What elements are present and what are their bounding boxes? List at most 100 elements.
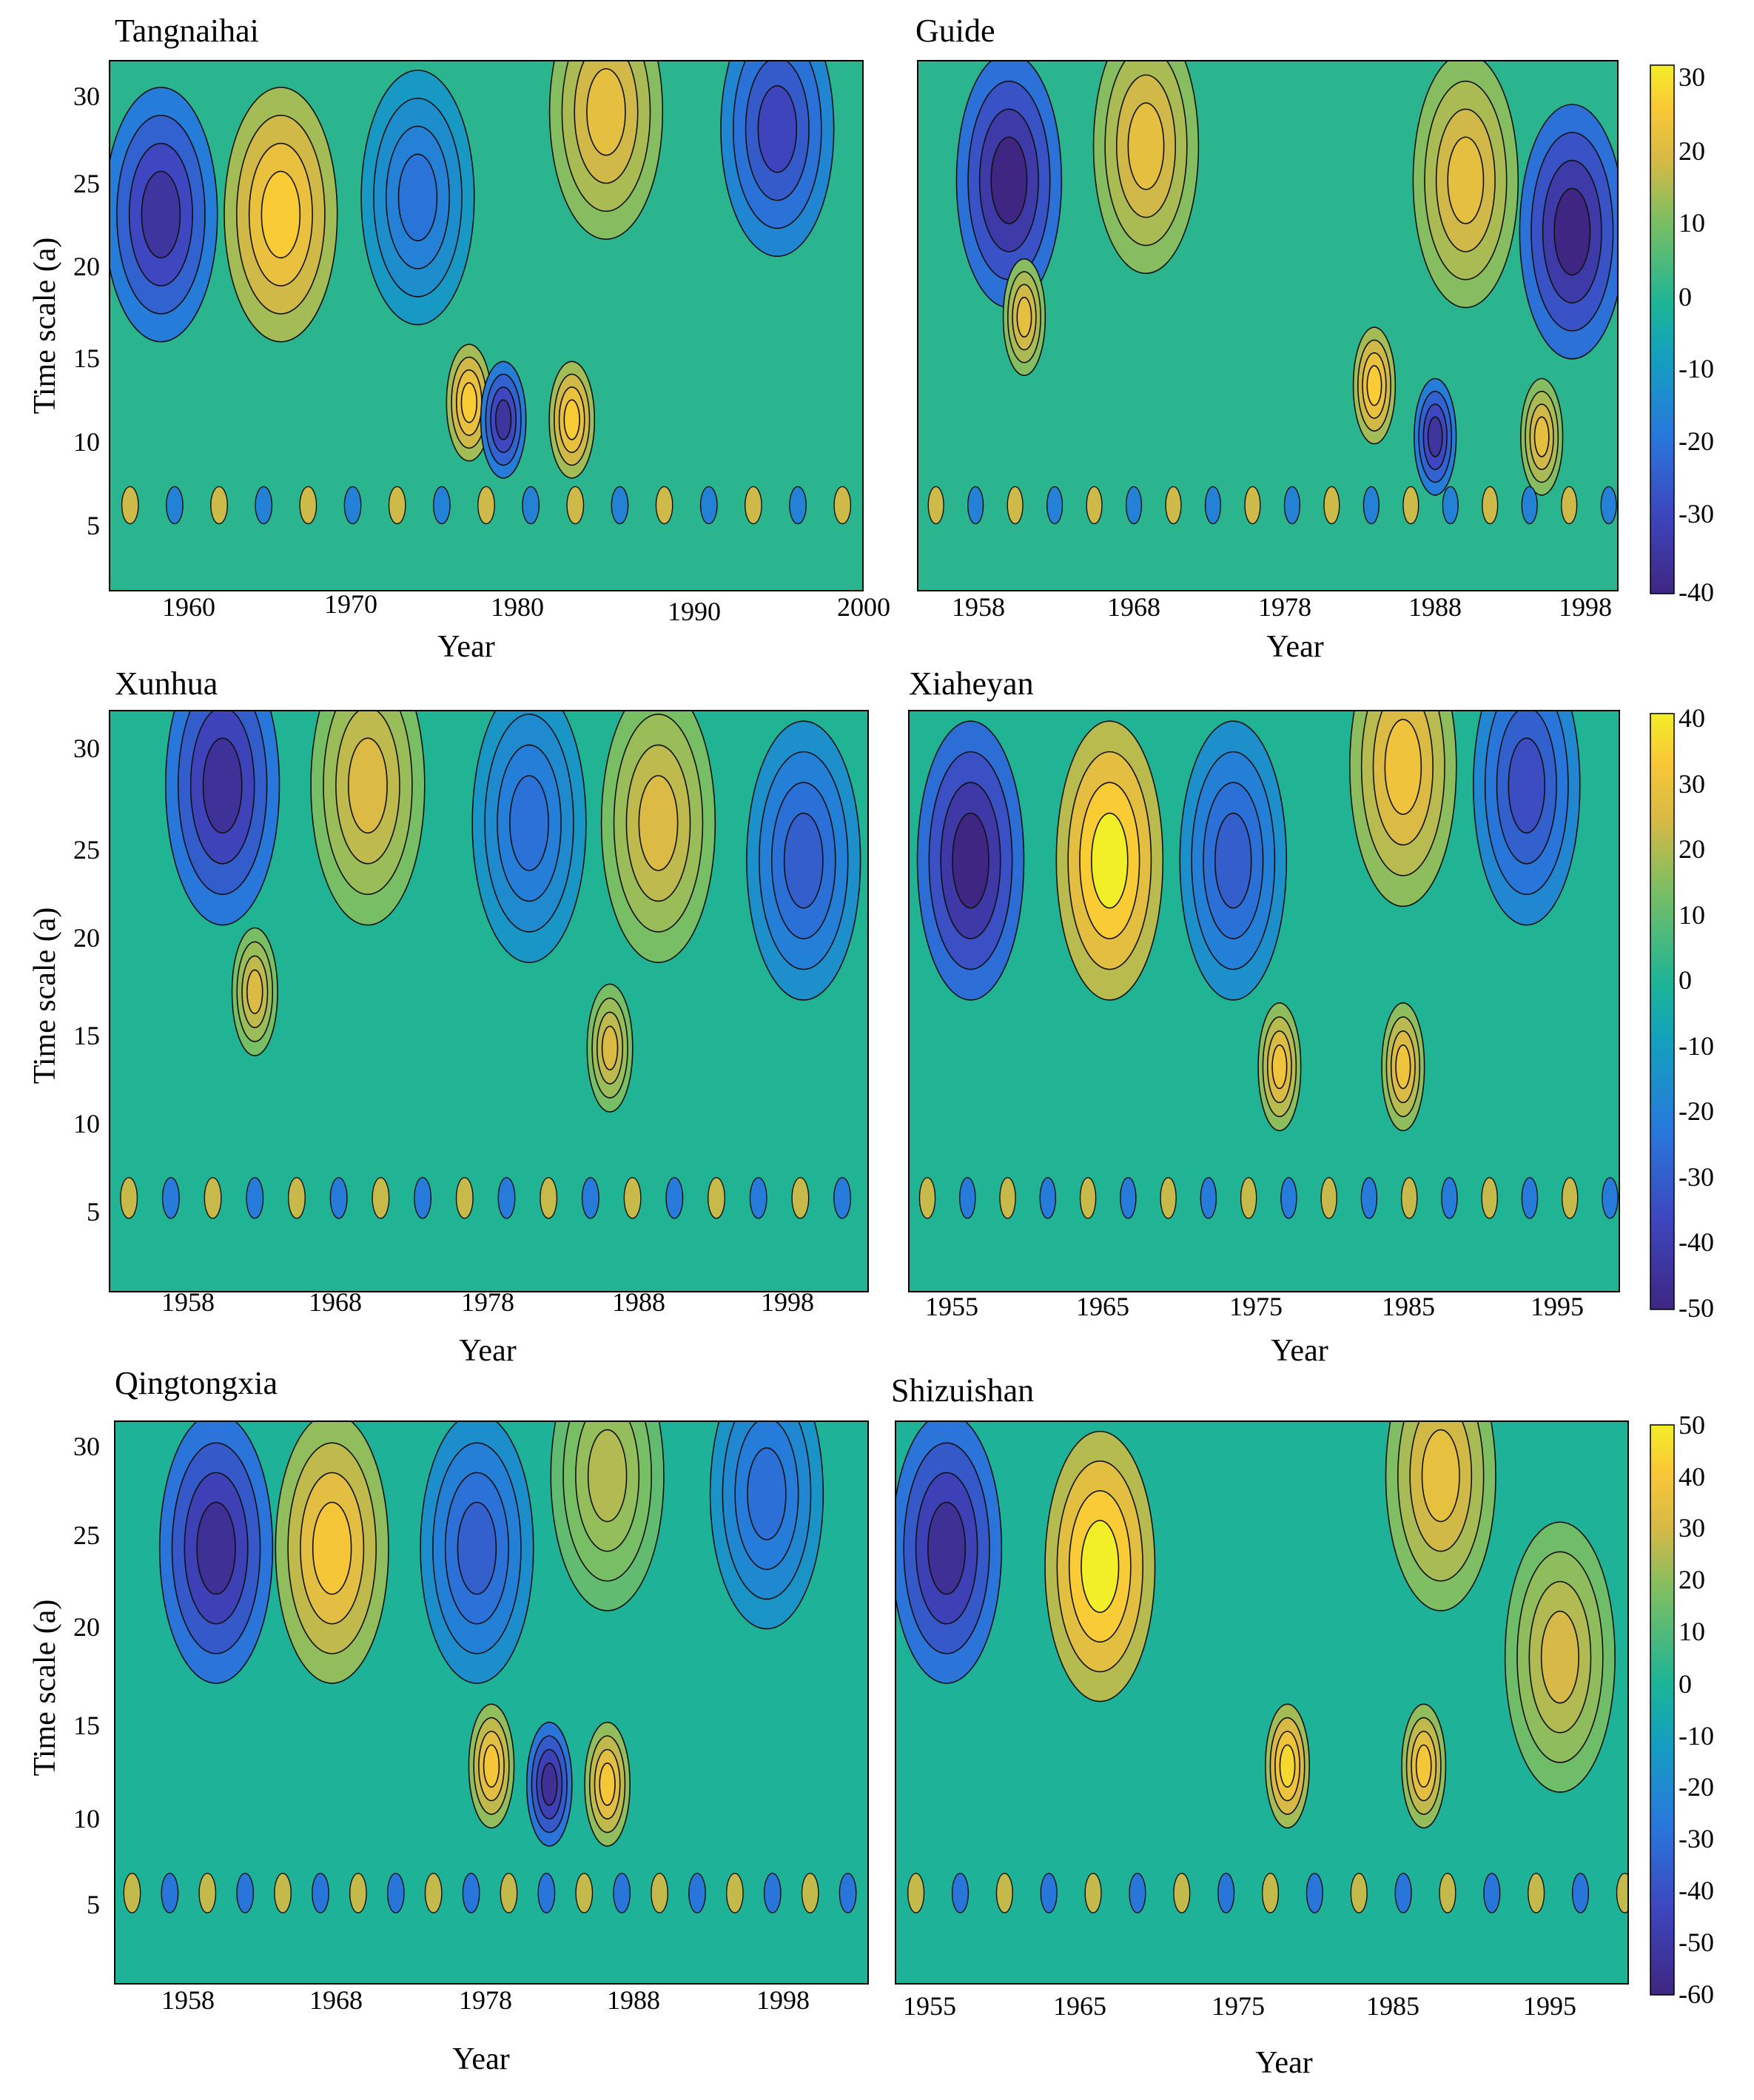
contour-feature bbox=[1415, 1744, 1432, 1788]
contour-feature bbox=[1125, 486, 1143, 525]
contour-feature bbox=[246, 1177, 264, 1219]
contour-feature bbox=[665, 1177, 684, 1219]
contour-feature bbox=[1384, 719, 1422, 815]
contour-feature bbox=[347, 737, 388, 834]
x-tick: 1995 bbox=[1523, 1991, 1576, 2021]
contour-feature bbox=[460, 382, 478, 423]
contour-feature bbox=[611, 486, 629, 525]
colorbar-tick: 20 bbox=[1679, 136, 1705, 166]
contour-feature bbox=[477, 486, 495, 525]
x-tick: 1978 bbox=[459, 1985, 512, 2015]
x-tick: 1975 bbox=[1212, 1991, 1265, 2021]
contour-feature bbox=[1508, 737, 1546, 834]
colorbar-top bbox=[1650, 64, 1675, 594]
panel-tangnaihai-plot bbox=[109, 60, 864, 591]
contour-feature bbox=[655, 486, 673, 525]
panel-qingtongxia-plot bbox=[114, 1420, 869, 1985]
contour-feature bbox=[1079, 1177, 1097, 1219]
colorbar-tick: 40 bbox=[1679, 1462, 1705, 1492]
y-tick: 5 bbox=[87, 1890, 100, 1919]
contour-feature bbox=[1204, 486, 1222, 525]
contour-feature bbox=[166, 486, 184, 525]
colorbar-top-ticks: 30 20 10 0 -10 -20 -30 -40 bbox=[1679, 62, 1714, 607]
contour-feature bbox=[581, 1177, 599, 1219]
x-ticks-guide: 1958 1968 1978 1988 1998 bbox=[952, 592, 1612, 622]
colorbar-tick: -10 bbox=[1679, 1721, 1714, 1751]
colorbar-tick: 30 bbox=[1679, 1513, 1705, 1543]
contour-feature bbox=[455, 1177, 474, 1219]
x-tick: 1958 bbox=[161, 1985, 215, 2015]
contour-feature bbox=[388, 486, 406, 525]
x-tick: 1988 bbox=[612, 1287, 665, 1317]
contour-feature bbox=[236, 1873, 255, 1913]
contour-feature bbox=[1421, 1429, 1460, 1523]
contour-feature bbox=[386, 1873, 405, 1913]
contour-feature bbox=[288, 1177, 306, 1219]
y-axis-label-qingtongxia: Time scale (a) bbox=[28, 1600, 62, 1777]
contour-feature bbox=[1616, 1873, 1628, 1913]
contour-feature bbox=[141, 170, 181, 259]
contour-feature bbox=[783, 812, 824, 909]
colorbar-middle-ticks: 40 30 20 10 0 -10 -20 -30 -40 -50 bbox=[1679, 703, 1714, 1323]
contour-feature bbox=[1244, 486, 1261, 525]
contour-feature bbox=[1271, 1044, 1288, 1090]
contour-feature bbox=[1447, 136, 1485, 224]
y-tick: 25 bbox=[73, 169, 100, 198]
colorbar-tick: 0 bbox=[1679, 965, 1692, 995]
colorbar-middle bbox=[1650, 713, 1675, 1310]
y-tick: 20 bbox=[73, 252, 100, 281]
x-tick: 1965 bbox=[1053, 1991, 1106, 2021]
colorbar-scale bbox=[1650, 713, 1675, 1310]
contour-feature bbox=[509, 775, 549, 871]
contour-feature bbox=[424, 1873, 443, 1913]
x-tick: 1995 bbox=[1530, 1292, 1584, 1321]
contour-feature bbox=[651, 1873, 668, 1913]
contour-feature bbox=[497, 1177, 516, 1219]
contour-feature bbox=[372, 1177, 390, 1219]
contour-feature bbox=[1521, 1177, 1539, 1219]
contour-feature bbox=[1086, 486, 1103, 525]
x-tick: 1980 bbox=[491, 592, 544, 622]
panel-title-xiaheyan: Xiaheyan bbox=[909, 665, 1034, 702]
x-ticks-xiaheyan: 1955 1965 1975 1985 1995 bbox=[925, 1292, 1584, 1321]
colorbar-tick: -40 bbox=[1679, 1876, 1714, 1905]
contour-feature bbox=[1402, 486, 1419, 525]
panel-guide-plot bbox=[917, 60, 1619, 591]
y-ticks-xunhua: 5 10 15 20 25 30 bbox=[73, 734, 100, 1227]
contour-feature bbox=[833, 486, 852, 525]
contour-feature bbox=[1521, 486, 1538, 525]
contour-feature bbox=[623, 1177, 642, 1219]
contour-feature bbox=[121, 486, 139, 525]
x-tick: 2000 bbox=[837, 592, 890, 622]
contour-feature bbox=[1600, 486, 1617, 525]
contour-feature bbox=[462, 1873, 480, 1913]
y-tick: 5 bbox=[87, 511, 100, 540]
contour-feature bbox=[432, 486, 451, 525]
x-tick: 1970 bbox=[324, 589, 377, 619]
x-axis-label-qingtongxia: Year bbox=[452, 2042, 509, 2076]
contour-feature bbox=[1360, 1177, 1378, 1219]
x-tick: 1990 bbox=[668, 597, 721, 626]
contour-feature bbox=[1441, 1177, 1458, 1219]
y-tick: 15 bbox=[73, 1711, 100, 1740]
contour-feature bbox=[329, 1177, 348, 1219]
plot-frame bbox=[908, 710, 1620, 1292]
contour-feature bbox=[1280, 1177, 1297, 1219]
y-tick: 20 bbox=[73, 1612, 100, 1642]
contour-feature bbox=[343, 486, 362, 525]
contour-feature bbox=[1323, 486, 1340, 525]
x-axis-label-shizuishan: Year bbox=[1255, 2046, 1312, 2080]
x-tick: 1960 bbox=[162, 592, 215, 622]
contour-feature bbox=[414, 1177, 432, 1219]
contour-feature bbox=[1483, 1873, 1501, 1913]
contour-feature bbox=[1283, 486, 1301, 525]
contour-feature bbox=[120, 1177, 138, 1219]
x-tick: 1988 bbox=[607, 1985, 660, 2015]
contour-feature bbox=[601, 1025, 619, 1070]
colorbar-tick: 20 bbox=[1679, 834, 1705, 864]
plot-frame bbox=[109, 710, 869, 1292]
colorbar-bottom bbox=[1650, 1424, 1675, 1996]
contour-feature bbox=[999, 1177, 1016, 1219]
contour-feature bbox=[708, 1177, 725, 1219]
